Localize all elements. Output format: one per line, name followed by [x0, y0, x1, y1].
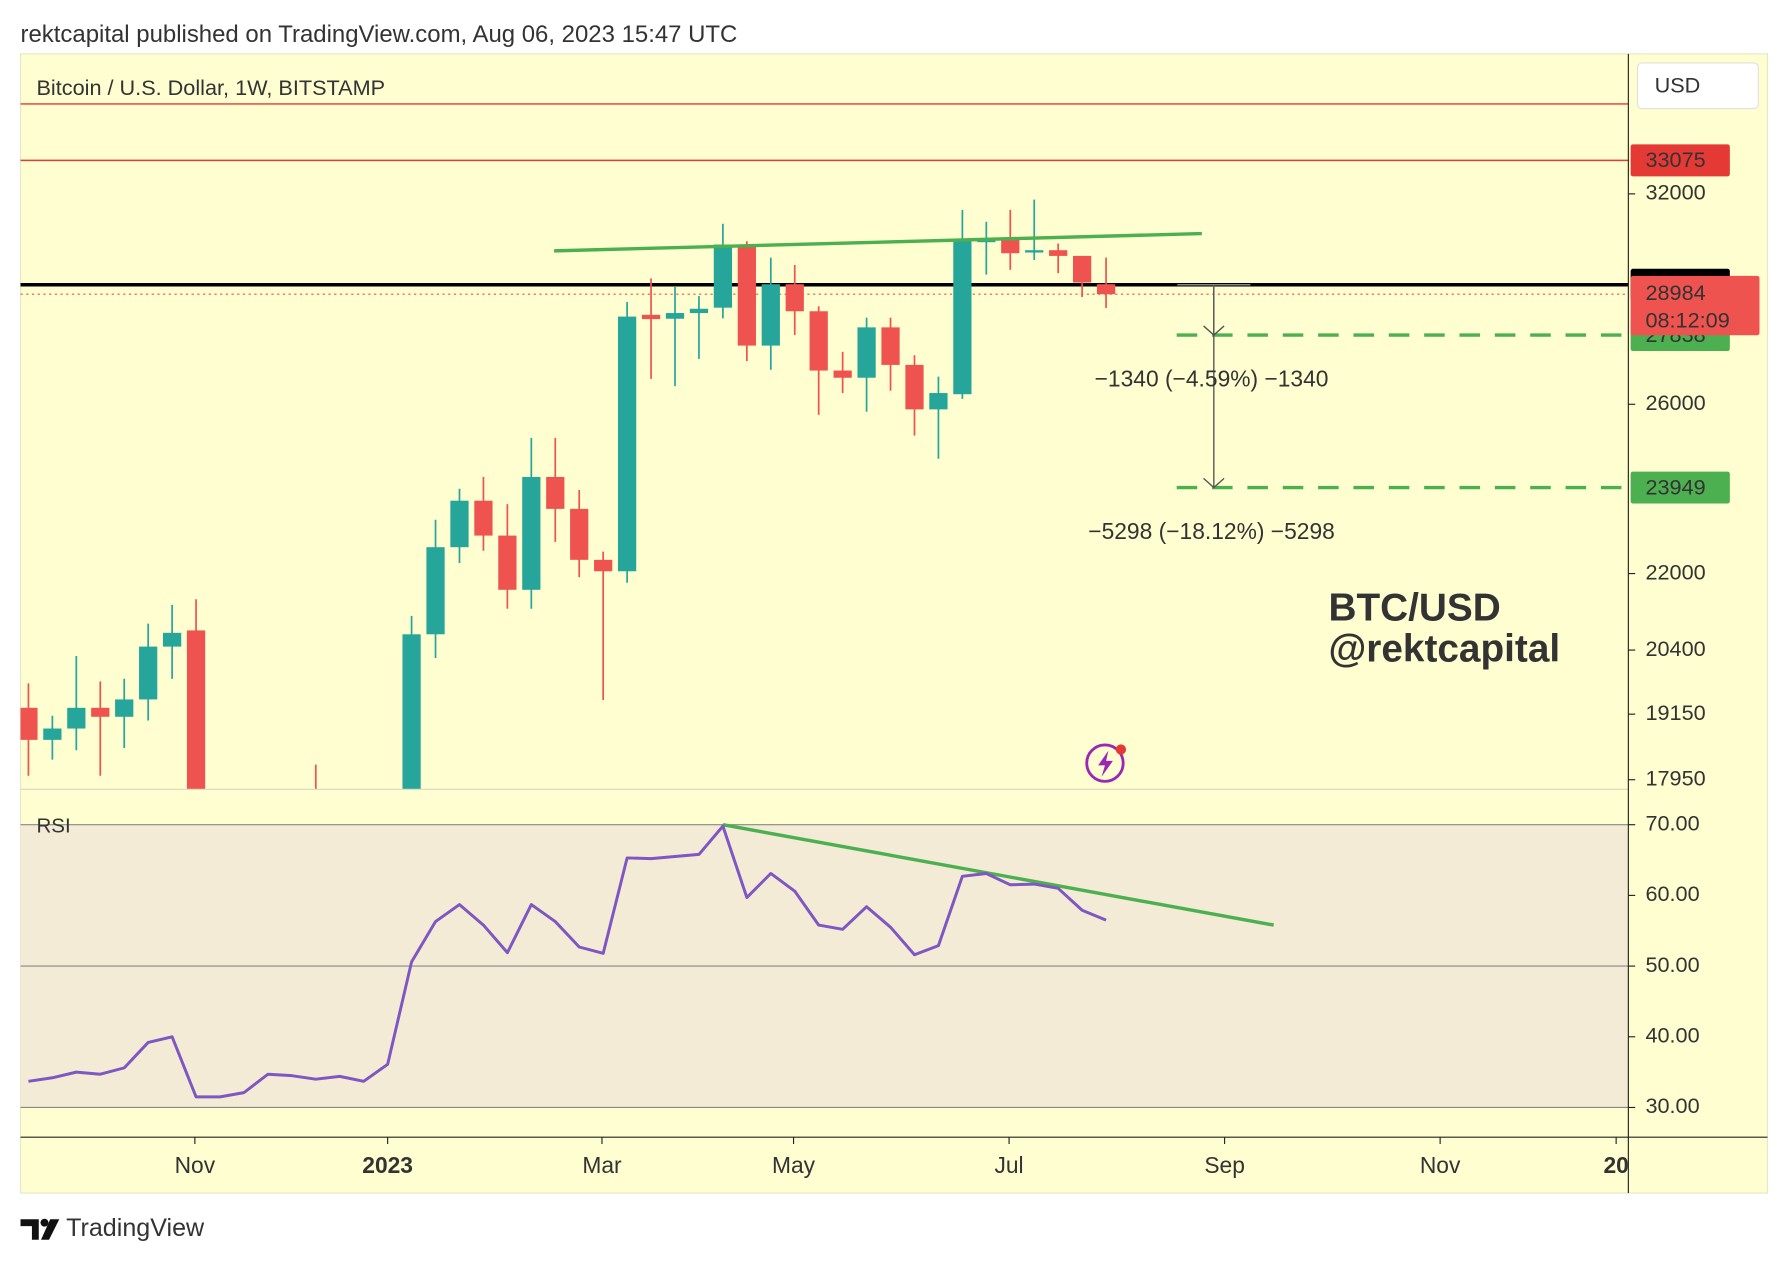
candle-body — [713, 244, 733, 308]
x-tick-label: Nov — [1420, 1152, 1461, 1178]
x-tick-label: Nov — [175, 1152, 216, 1178]
candle-body — [43, 728, 62, 740]
candle-body — [426, 547, 445, 635]
measure-label: −1340 (−4.59%) −1340 — [1095, 366, 1329, 392]
candle-body — [474, 500, 493, 536]
candle-body — [665, 313, 685, 319]
candle-body — [139, 646, 158, 700]
candle-body — [498, 535, 517, 590]
candle-body — [953, 241, 972, 395]
candle-body — [91, 707, 110, 717]
x-tick-label: 2023 — [362, 1152, 413, 1178]
chart-layer: 1795019150204002200026000320003307529255… — [20, 103, 1760, 1178]
header-title: rektcapital published on TradingView.com… — [21, 21, 738, 48]
candle-body — [1001, 238, 1020, 254]
alert-bolt[interactable] — [1098, 750, 1113, 777]
trendline — [554, 231, 1202, 253]
candle-body — [641, 314, 661, 320]
currency-label[interactable]: USD — [1655, 73, 1701, 98]
candle-body — [162, 632, 182, 647]
y-tick-label: 30.00 — [1645, 1093, 1699, 1118]
alert-ring[interactable] — [1085, 743, 1125, 783]
y-tick-label: 60.00 — [1645, 881, 1699, 906]
candle-body — [546, 476, 565, 509]
candle-body — [833, 370, 852, 378]
watermark: BTC/USD — [1328, 587, 1500, 630]
price-tag-label: 23949 — [1645, 474, 1705, 499]
price-pane — [20, 103, 1629, 790]
currency-button[interactable] — [1636, 62, 1759, 110]
candle-body — [115, 699, 134, 717]
y-tick-label: 32000 — [1645, 180, 1705, 205]
candle-body — [905, 364, 924, 410]
alert-dot[interactable] — [1115, 744, 1127, 755]
candle-body — [785, 284, 804, 312]
price-tag — [1630, 144, 1730, 177]
candle-body — [617, 316, 637, 572]
countdown: 08:12:09 — [1645, 307, 1729, 332]
rsi-line — [28, 824, 1107, 1099]
y-tick-label: 70.00 — [1645, 810, 1699, 835]
candle-body — [689, 308, 709, 314]
last-price-tag — [1630, 275, 1760, 336]
y-tick-label: 26000 — [1645, 390, 1705, 415]
logo-part — [40, 1218, 49, 1227]
price-tag-label: 33075 — [1645, 147, 1705, 172]
candle-body — [67, 707, 86, 729]
x-tick-label: May — [772, 1152, 816, 1178]
y-tick-label: 19150 — [1645, 700, 1705, 725]
candle-body — [761, 284, 780, 346]
candle-body — [929, 393, 948, 410]
y-tick-label: 40.00 — [1645, 1022, 1699, 1047]
candle-body — [186, 630, 206, 790]
rsi-title: RSI — [36, 814, 70, 837]
candle-body — [402, 634, 421, 790]
last-price-label: 28984 — [1645, 280, 1705, 305]
candle-body — [1025, 250, 1044, 253]
candle-body — [737, 244, 756, 346]
candle-body — [857, 327, 876, 378]
candle-body — [20, 707, 38, 740]
y-tick-label: 22000 — [1645, 559, 1705, 584]
candle-body — [594, 559, 613, 572]
footer-logo — [20, 1218, 60, 1240]
candle-body — [522, 476, 541, 590]
y-tick-label: 17950 — [1645, 765, 1705, 790]
measure-label: −5298 (−18.12%) −5298 — [1088, 518, 1335, 544]
x-tick-label: Mar — [582, 1152, 622, 1178]
candle-body — [881, 327, 900, 365]
candle-body — [1072, 255, 1092, 283]
measure-arrow — [1203, 477, 1225, 489]
price-tag — [1630, 471, 1730, 504]
candle-body — [1049, 250, 1068, 256]
trendline — [722, 823, 1275, 927]
rsi-pane — [28, 823, 1275, 1099]
watermark: @rektcapital — [1328, 628, 1560, 671]
x-tick-label: 20 — [1603, 1152, 1628, 1178]
candle-body — [1096, 284, 1116, 295]
symbol-title: Bitcoin / U.S. Dollar, 1W, BITSTAMP — [36, 75, 385, 100]
alert-icon[interactable] — [1085, 743, 1127, 783]
logo-part — [41, 1219, 60, 1240]
x-tick-label: Jul — [994, 1152, 1023, 1178]
logo-part — [20, 1219, 39, 1240]
candle-body — [809, 311, 828, 371]
footer-brand: TradingView — [66, 1214, 205, 1242]
y-tick-label: 20400 — [1645, 636, 1705, 661]
x-tick-label: Sep — [1204, 1152, 1245, 1178]
candle-body — [570, 508, 589, 560]
y-tick-label: 50.00 — [1645, 952, 1699, 977]
candle-body — [450, 500, 469, 548]
